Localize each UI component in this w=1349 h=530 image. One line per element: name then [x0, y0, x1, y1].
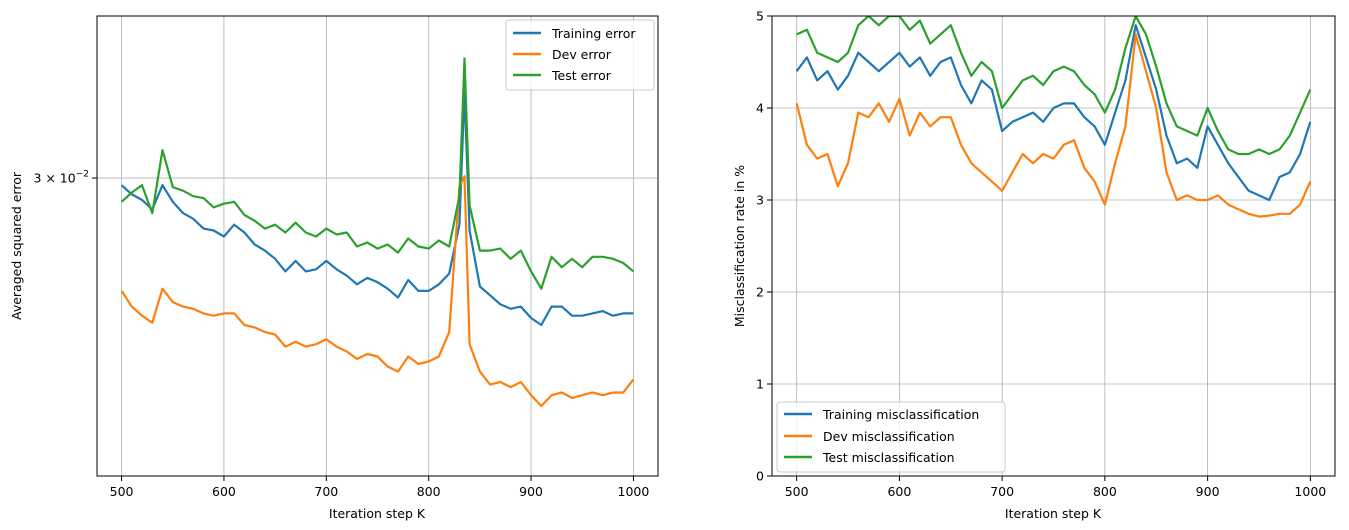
left-x-tick-label: 700	[314, 484, 338, 499]
right-y-ticks: 0 1 2 3 4 5	[756, 9, 772, 484]
right-x-tick-label: 700	[990, 484, 1014, 499]
right-y-tick-label: 5	[756, 9, 764, 24]
right-series-lines	[795, 16, 1312, 218]
right-x-ticks: 500 600 700 800 900 1000	[785, 476, 1326, 499]
right-x-tick-label: 500	[785, 484, 809, 499]
left-x-tick-label: 500	[110, 484, 134, 499]
right-x-tick-label: 600	[887, 484, 911, 499]
left-y-tick: 3 × 10−2	[33, 170, 97, 186]
series-line-training-error	[120, 91, 634, 327]
right-y-tick-label: 3	[756, 193, 764, 208]
left-x-ticks: 500 600 700 800 900 1000	[110, 476, 650, 499]
right-y-tick-label: 2	[756, 285, 764, 300]
left-series-lines	[120, 57, 635, 408]
left-x-tick-label: 1000	[618, 484, 650, 499]
chart-right: 500 600 700 800 900 1000 0 1 2 3 4 5 Iteration ste…	[732, 9, 1336, 521]
series-line-test-error	[120, 57, 635, 290]
right-y-axis-label: Misclassification rate in %	[732, 165, 747, 327]
right-y-tick-label: 0	[756, 469, 764, 484]
legend-label-test-error: Test error	[551, 68, 612, 83]
left-legend-box	[505, 19, 655, 91]
series-line-test-misclassification	[796, 16, 1312, 156]
series-line-training-misclassification	[795, 24, 1312, 202]
left-x-tick-label: 600	[212, 484, 236, 499]
series-line-dev-error	[120, 175, 635, 408]
left-legend: Training error Dev error Test error	[505, 19, 655, 91]
left-x-tick-label: 900	[519, 484, 543, 499]
right-x-axis-label: Iteration step K	[1005, 506, 1102, 521]
left-x-tick-label: 800	[417, 484, 441, 499]
legend-label-training-error: Training error	[551, 26, 636, 41]
left-grid	[97, 16, 658, 476]
left-y-axis-label: Averaged squared error	[9, 171, 24, 320]
left-y-tick-label: 3 × 10−2	[33, 170, 89, 186]
series-line-dev-misclassification	[795, 33, 1312, 218]
left-y-tick-exponent: −2	[76, 170, 89, 180]
left-plot-frame	[96, 15, 659, 477]
left-y-tick-base: 3 × 10	[33, 171, 75, 186]
left-x-axis-label: Iteration step K	[329, 506, 426, 521]
right-y-tick-label: 4	[756, 101, 764, 116]
right-x-tick-label: 800	[1093, 484, 1117, 499]
right-plot-frame	[771, 15, 1336, 477]
right-legend-box	[776, 401, 1006, 473]
right-legend: Training misclassification Dev misclassi…	[776, 401, 1006, 473]
legend-label-test-misclassification: Test misclassification	[822, 450, 955, 465]
right-y-tick-label: 1	[756, 377, 764, 392]
right-x-tick-label: 1000	[1294, 484, 1326, 499]
legend-label-training-misclassification: Training misclassification	[822, 407, 979, 422]
legend-label-dev-misclassification: Dev misclassification	[823, 429, 955, 444]
legend-label-dev-error: Dev error	[552, 47, 612, 62]
right-x-tick-label: 900	[1196, 484, 1220, 499]
chart-left: 500 600 700 800 900 1000 3 × 10−2 Iteration s…	[9, 15, 659, 521]
